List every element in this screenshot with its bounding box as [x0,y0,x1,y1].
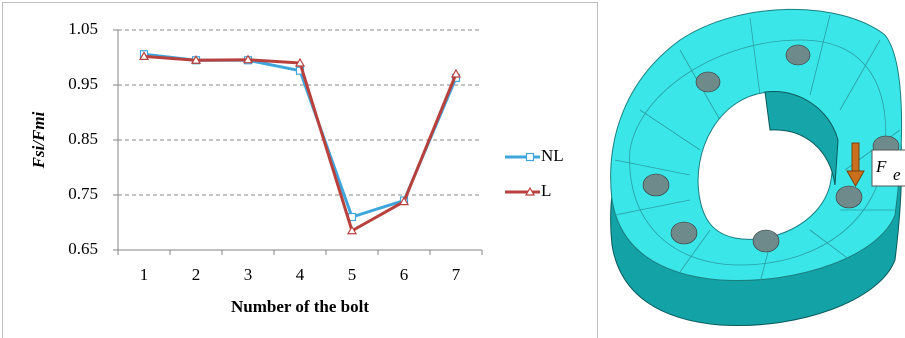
x-tick-label: 1 [140,265,149,284]
force-label-subscript: e [893,165,901,184]
x-tick-label: 2 [192,265,201,284]
x-tick-label: 3 [244,265,253,284]
y-tick-label: 0.75 [68,184,98,203]
x-tick-label: 7 [452,265,461,284]
figure: Number of the bolt Fsi/Fmi 0.65 0.75 0.85 0… [0,0,905,338]
legend-label: NL [541,146,564,165]
y-tick-label: 0.95 [68,74,98,93]
force-label: F [875,157,887,176]
y-tick-label: 0.85 [68,129,98,148]
chart-frame [3,3,598,338]
y-tick-label: 0.65 [68,239,98,258]
page: {"chart_data": {"type": "line", "x_label… [0,0,905,338]
legend-marker [527,154,534,161]
legend-label: L [541,181,551,200]
x-axis-title: Number of the bolt [231,297,369,316]
y-tick-label: 1.05 [68,19,98,38]
y-axis-title: Fsi/Fmi [29,111,48,169]
x-tick-label: 4 [296,265,305,284]
x-tick-label: 5 [348,265,357,284]
x-tick-label: 6 [400,265,409,284]
mesh-illustration: F e [604,0,905,338]
